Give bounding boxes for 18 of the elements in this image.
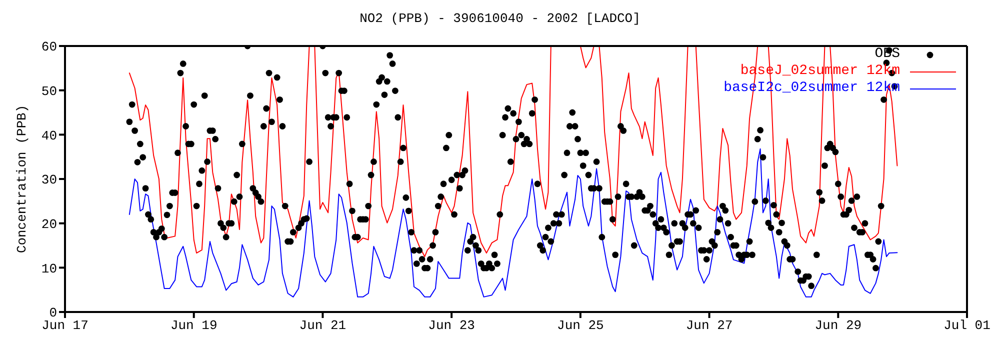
x-tick-label: Jun 19: [170, 318, 218, 334]
y-tick-label: 10: [41, 261, 57, 276]
y-tick-label: 40: [41, 128, 57, 144]
x-tick-label: Jun 21: [299, 318, 346, 334]
chart-title: NO2 (PPB) - 390610040 - 2002 [LADCO]: [358, 10, 642, 28]
x-tick-label: Jun 17: [42, 318, 88, 334]
y-tick-label: 20: [41, 216, 57, 232]
x-tick-label: Jul 01: [944, 318, 991, 334]
y-tick-label: 60: [41, 40, 57, 55]
x-tick-label: Jun 25: [557, 318, 604, 334]
y-tick-label: 0: [49, 306, 57, 321]
y-tick-label: 50: [41, 84, 57, 99]
y-axis-title: Concentration (PPB): [14, 104, 30, 254]
x-tick-label: Jun 29: [814, 318, 862, 334]
line-series: [128, 148, 898, 298]
x-tick-label: Jun 23: [428, 318, 475, 334]
y-tick-label: 30: [41, 172, 57, 188]
x-tick-label: Jun 27: [686, 318, 733, 334]
